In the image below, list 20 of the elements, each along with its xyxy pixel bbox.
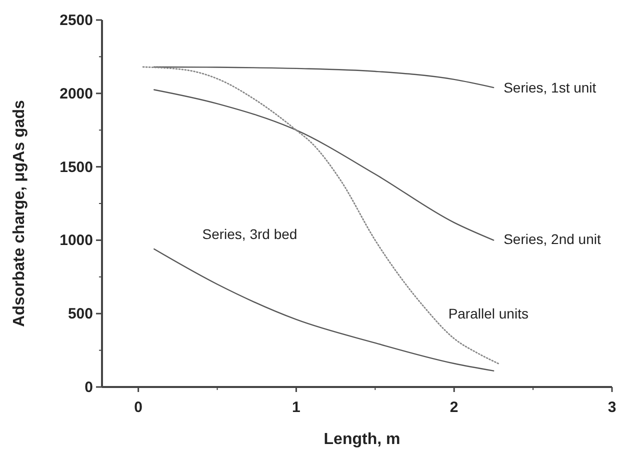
x-tick-label: 0 xyxy=(134,399,142,416)
series-label: Series, 1st unit xyxy=(504,80,596,96)
line-series xyxy=(154,248,494,372)
y-tick-label: 1500 xyxy=(60,158,93,176)
y-tick-label: 500 xyxy=(68,306,93,323)
series-label: Series, 2nd unit xyxy=(504,231,601,248)
y-tick-label: 2000 xyxy=(60,85,93,102)
x-tick-label: 2 xyxy=(450,399,458,416)
y-axis-title: Adsorbate charge, μgAs gads xyxy=(11,100,28,327)
line-series xyxy=(154,66,494,88)
x-tick-label: 1 xyxy=(292,399,300,416)
y-tick-label: 1000 xyxy=(60,232,93,250)
line-series xyxy=(142,66,500,364)
x-axis-title: Length, m xyxy=(324,431,400,448)
text: Series, 3rd bed xyxy=(202,226,298,242)
series-label: Parallel units xyxy=(448,306,528,322)
x-tick-label: 3 xyxy=(608,399,616,416)
line-series xyxy=(154,89,494,241)
y-tick-label: 2500 xyxy=(60,12,93,29)
y-tick-label: 0 xyxy=(84,379,93,396)
